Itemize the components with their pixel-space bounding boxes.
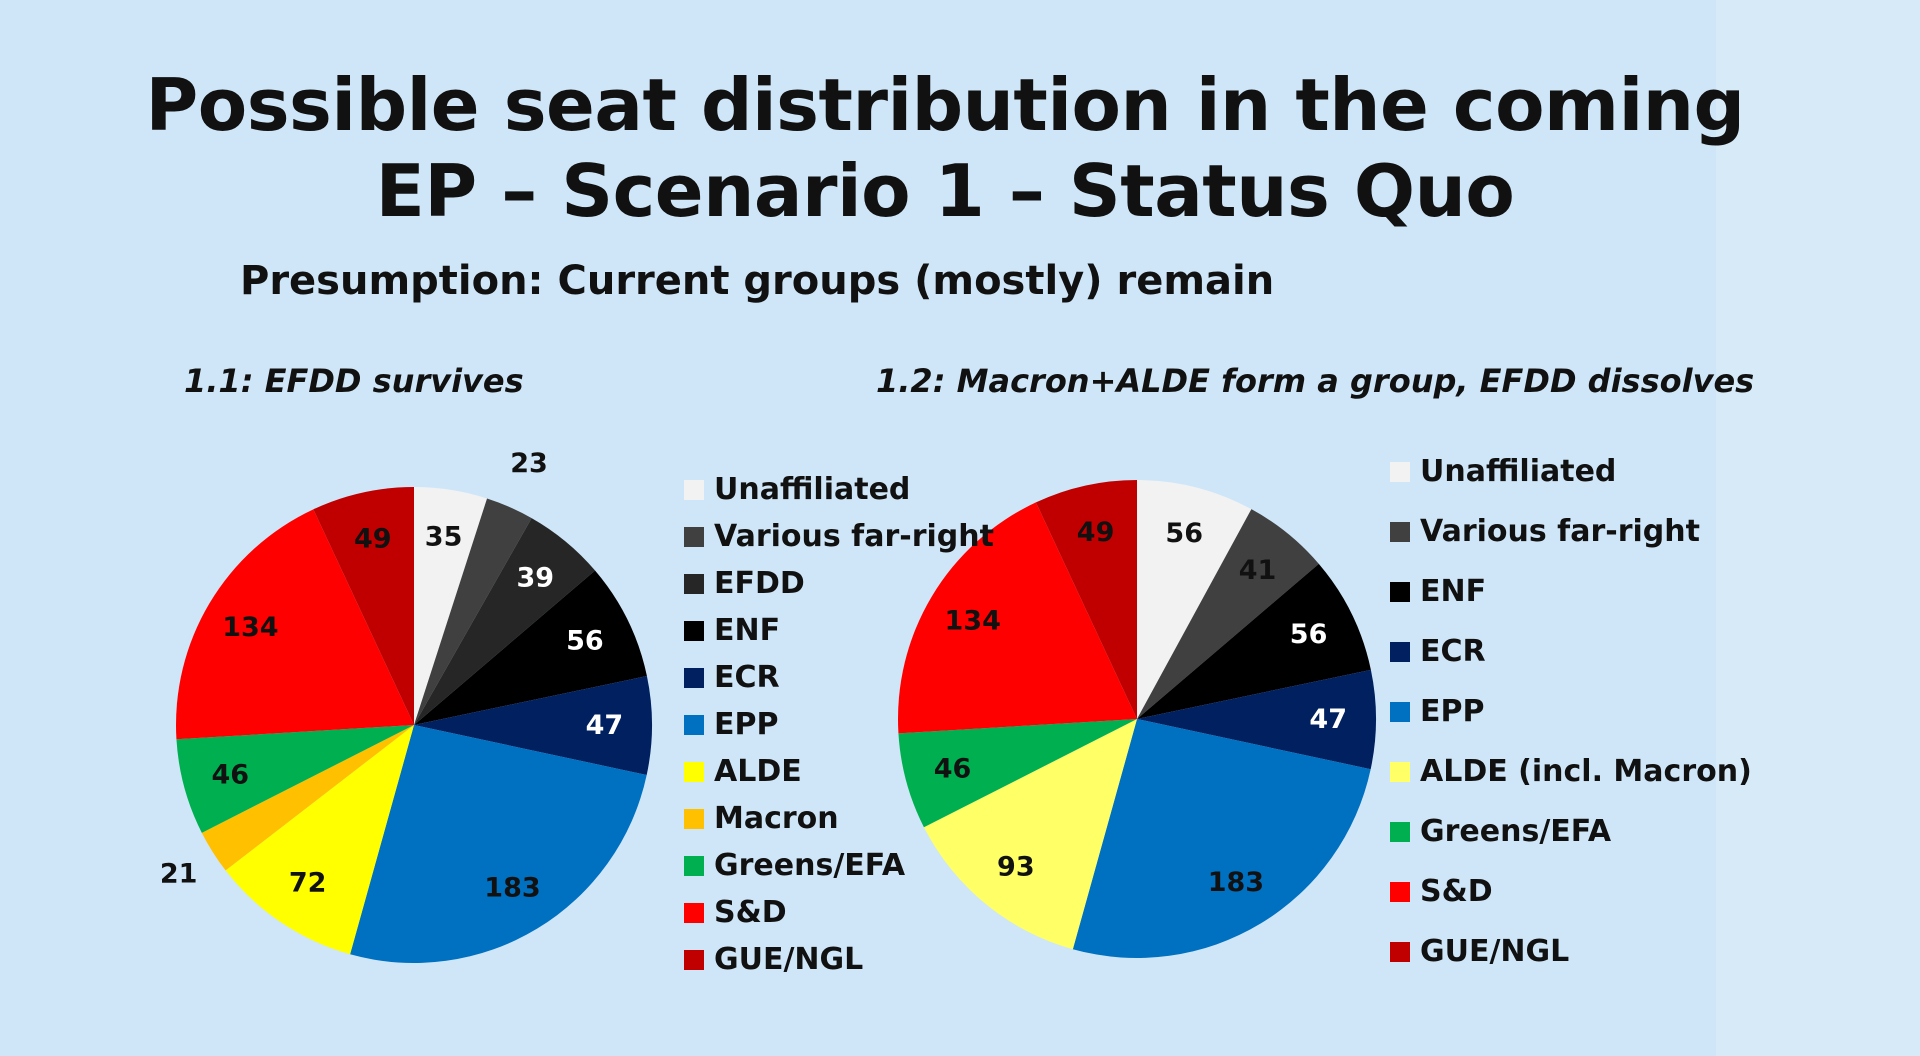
legend-swatch [684,950,704,970]
pie-slice-epp [1072,719,1371,958]
pie-label-alde-incl-macron: 93 [997,851,1035,882]
legend-swatch [684,574,704,594]
legend-label: S&D [714,895,787,930]
page-title-line-1: Possible seat distribution in the coming [145,63,1745,147]
pie-slice-unaffiliated [1137,480,1252,719]
legend-label: Various far-right [714,519,994,554]
legend-swatch [684,715,704,735]
legend-swatch [684,762,704,782]
legend-swatch [684,668,704,688]
legend-label: Greens/EFA [714,848,906,883]
legend-label: ECR [1420,634,1486,669]
legend-swatch [684,809,704,829]
pie-label-epp: 183 [484,872,540,903]
legend-label: ENF [1420,574,1487,609]
legend-swatch [684,480,704,500]
pie-label-macron: 21 [160,858,198,889]
pie-slice-gue-ngl [313,487,414,725]
legend-swatch [1390,702,1410,722]
page-subtitle: Presumption: Current groups (mostly) rem… [240,258,1275,304]
legend-label: GUE/NGL [714,942,864,977]
pie-chart-2: 56 41 56 47 183 93 46 134 49 [898,480,1376,958]
legend-label: Macron [714,801,839,836]
pie-label-unaffiliated: 35 [425,521,463,552]
pie-label-greens-efa: 46 [934,754,972,785]
legend-label: ENF [714,613,781,648]
pie-slice-s-d [176,509,414,740]
legend-label: Unaffiliated [714,472,911,507]
legend-label: ALDE (incl. Macron) [1420,754,1752,789]
legend-label: Unaffiliated [1420,454,1617,489]
pie-label-ecr: 47 [1309,704,1347,735]
pie-slice-ecr [414,676,652,776]
pie-slice-various-far-right [414,498,532,725]
pie-label-various-far-right: 41 [1239,555,1277,586]
pie-chart-1: 35 23 39 56 47 183 72 21 46 134 49 [160,448,652,964]
legend-label: EPP [1420,694,1485,729]
pie-label-alde: 72 [289,867,327,898]
pie-slice-enf [414,570,647,725]
pie-slice-greens-efa [898,719,1137,828]
pie-label-gue-ngl: 49 [1077,517,1115,548]
pie-slice-greens-efa [176,725,414,833]
chart-1-title: 1.1: EFDD survives [184,362,524,400]
pie-label-enf: 56 [1290,619,1328,650]
pie-label-epp: 183 [1208,867,1264,898]
legend-label: EPP [714,707,779,742]
legend-swatch [684,903,704,923]
pie-label-enf: 56 [566,626,604,657]
background-strip [1716,0,1920,1056]
legend-label: S&D [1420,874,1493,909]
pie-label-ecr: 47 [586,710,624,741]
pie-slice-s-d [898,502,1137,734]
legend-swatch [1390,822,1410,842]
legend-label: Various far-right [1420,514,1700,549]
legend-swatch [684,621,704,641]
legend-swatch [1390,462,1410,482]
pie-label-efdd: 39 [517,563,555,594]
legend-swatch [1390,882,1410,902]
legend-swatch [684,856,704,876]
pie-label-unaffiliated: 56 [1165,518,1203,549]
pie-label-s-d: 134 [222,612,278,643]
legend-label: Greens/EFA [1420,814,1612,849]
legend-swatch [684,527,704,547]
legend-swatch [1390,762,1410,782]
pie-slice-alde [225,725,414,955]
page-title-line-2: EP – Scenario 1 – Status Quo [375,149,1515,233]
pie-slice-various-far-right [1137,509,1319,719]
legend-swatch [1390,582,1410,602]
legend-label: ALDE [714,754,802,789]
legend-swatch [1390,642,1410,662]
legend-swatch [1390,942,1410,962]
pie-slice-alde-incl-macron [923,719,1137,950]
pie-slice-enf [1137,563,1371,719]
pie-label-greens-efa: 46 [211,759,249,790]
pie-slice-unaffiliated [414,487,488,725]
pie-label-various-far-right: 23 [510,448,548,479]
legend-swatch [1390,522,1410,542]
pie-slice-epp [350,725,647,964]
pie-slice-ecr [1137,669,1376,770]
legend-label: GUE/NGL [1420,934,1570,969]
pie-slice-efdd [414,518,596,725]
pie-slice-macron [201,725,414,871]
pie-label-gue-ngl: 49 [354,524,392,555]
legend-label: EFDD [714,566,805,601]
chart-2-title: 1.2: Macron+ALDE form a group, EFDD diss… [876,362,1755,400]
page-title: Possible seat distribution in the coming… [0,62,1890,234]
legend-label: ECR [714,660,780,695]
pie-slice-gue-ngl [1035,480,1137,719]
pie-label-s-d: 134 [945,606,1001,637]
